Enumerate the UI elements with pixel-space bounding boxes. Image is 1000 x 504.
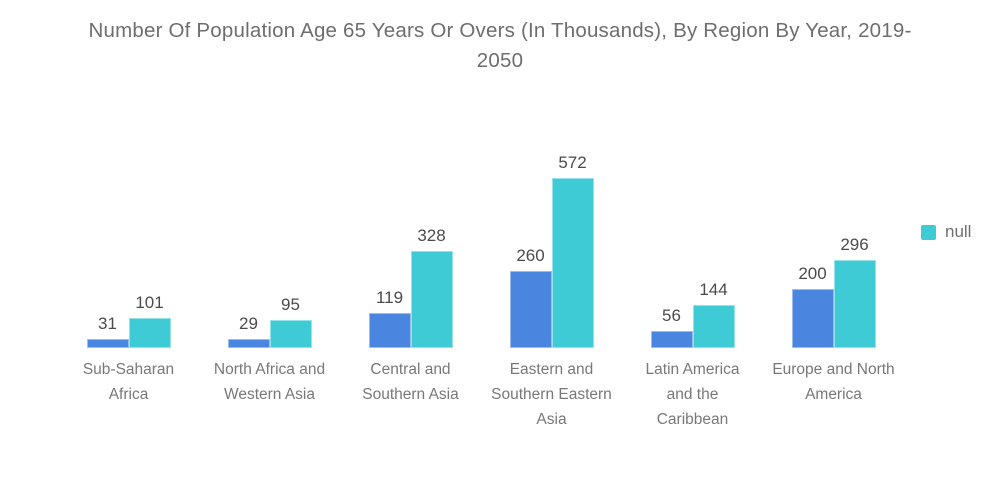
category-label: Sub-Saharan Africa <box>82 361 175 403</box>
bar-group: 56 144 Latin America and the Caribbean <box>622 120 763 432</box>
bar-value-label: 119 <box>375 288 404 307</box>
bar-value-label: 29 <box>239 314 258 333</box>
bar-series-2[interactable] <box>128 318 171 348</box>
bar-unit: 29 <box>227 314 270 348</box>
category-label: Latin America and the Caribbean <box>645 361 740 428</box>
bar-unit: 144 <box>692 280 735 348</box>
bar-series-1[interactable] <box>227 339 270 348</box>
bars-row: 31 101 <box>86 120 171 348</box>
bar-unit: 260 <box>509 246 552 348</box>
category-label: North Africa and Western Asia <box>213 361 326 403</box>
bar-unit: 101 <box>128 293 171 348</box>
bar-series-1[interactable] <box>86 339 129 348</box>
bar-unit: 296 <box>833 235 876 348</box>
category-label: Eastern and Southern Eastern Asia <box>491 361 612 428</box>
bar-unit: 572 <box>551 153 594 348</box>
bar-series-1[interactable] <box>791 289 834 348</box>
bar-series-1[interactable] <box>368 313 411 348</box>
plot-area: 31 101 Sub-Saharan Africa 29 95 North Africa … <box>58 120 904 432</box>
bar-series-1[interactable] <box>650 331 693 348</box>
category-label: Central and Southern Asia <box>362 361 459 403</box>
bar-series-2[interactable] <box>833 260 876 348</box>
chart-title: Number Of Population Age 65 Years Or Ove… <box>88 19 912 72</box>
bar-unit: 119 <box>368 288 411 348</box>
bar-group: 119 328 Central and Southern Asia <box>340 120 481 432</box>
bar-unit: 56 <box>650 306 693 348</box>
bar-value-label: 56 <box>662 306 681 325</box>
bar-group: 260 572 Eastern and Southern Eastern Asia <box>481 120 622 432</box>
bar-value-label: 31 <box>98 314 117 333</box>
bar-series-2[interactable] <box>410 251 453 348</box>
bar-group: 29 95 North Africa and Western Asia <box>199 120 340 432</box>
bar-unit: 95 <box>269 295 312 348</box>
bar-value-label: 200 <box>798 264 827 283</box>
bar-series-2[interactable] <box>269 320 312 348</box>
bar-unit: 31 <box>86 314 129 348</box>
bar-series-2[interactable] <box>551 178 594 348</box>
legend-swatch-icon <box>921 224 936 240</box>
bar-value-label: 144 <box>699 280 728 299</box>
bars-row: 29 95 <box>227 120 312 348</box>
legend-label: null <box>945 222 972 241</box>
bar-value-label: 95 <box>281 295 300 314</box>
bar-value-label: 296 <box>840 235 869 254</box>
bar-unit: 200 <box>791 264 834 348</box>
legend[interactable]: null <box>921 222 971 242</box>
bar-group: 200 296 Europe and North America <box>763 120 904 432</box>
bars-row: 200 296 <box>791 120 876 348</box>
bar-series-2[interactable] <box>692 305 735 348</box>
bar-value-label: 260 <box>516 246 545 265</box>
bars-row: 56 144 <box>650 120 735 348</box>
bar-series-1[interactable] <box>509 271 552 348</box>
bars-row: 260 572 <box>509 120 594 348</box>
bar-group: 31 101 Sub-Saharan Africa <box>58 120 199 432</box>
bars-row: 119 328 <box>368 120 453 348</box>
bar-value-label: 328 <box>417 226 446 245</box>
bar-value-label: 101 <box>135 293 164 312</box>
bar-value-label: 572 <box>558 153 587 172</box>
bar-unit: 328 <box>410 226 453 348</box>
category-label: Europe and North America <box>772 361 895 403</box>
